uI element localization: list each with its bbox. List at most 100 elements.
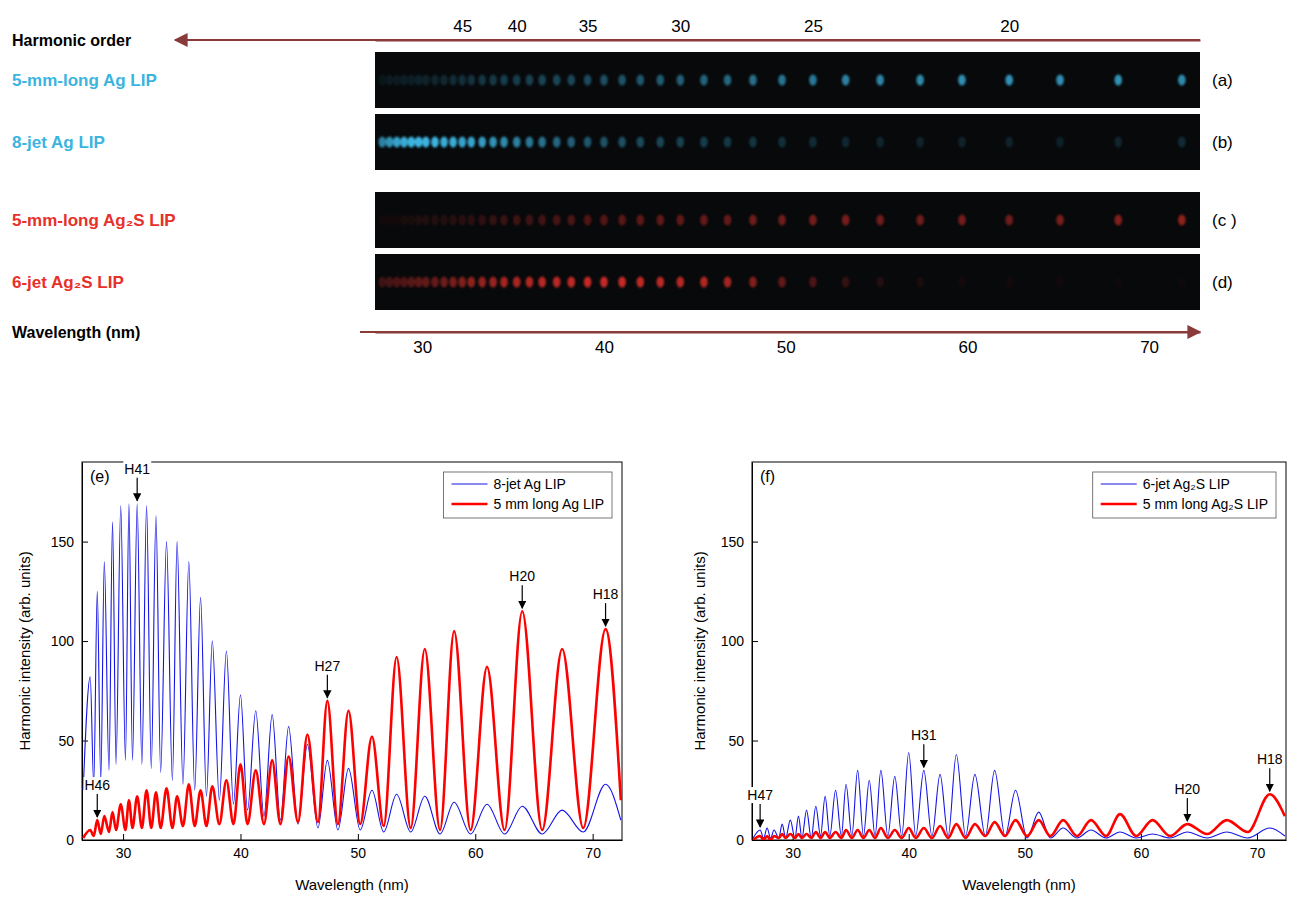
harmonic-spot (1178, 276, 1186, 287)
harmonic-spot (724, 214, 732, 225)
tick-label: 0 (66, 832, 74, 848)
harmonic-spot (876, 214, 884, 225)
tick: 70 (1250, 834, 1266, 861)
tick-mark (593, 834, 594, 840)
tick-label: 30 (671, 17, 690, 36)
harmonic-spot (958, 276, 966, 287)
tick: 45 (453, 17, 472, 40)
harmonic-spot (526, 74, 534, 85)
strip-background (375, 254, 1200, 310)
harmonic-spot (553, 214, 561, 225)
harmonic-spot (567, 136, 575, 147)
tick: 50 (777, 332, 796, 357)
harmonic-spot (386, 74, 394, 85)
harmonic-spot (526, 214, 534, 225)
harmonic-spot (637, 276, 645, 287)
annotation: H31 (911, 727, 937, 743)
harmonic-spot (700, 74, 708, 85)
harmonic-spot (600, 276, 608, 287)
tick: 30 (671, 17, 690, 40)
harmonic-spot (656, 276, 664, 287)
harmonic-spot (1114, 74, 1122, 85)
tick-label: 25 (804, 17, 823, 36)
x-axis: 3040506070 (83, 834, 623, 861)
harmonic-spot (1178, 74, 1186, 85)
harmonic-spot (842, 214, 850, 225)
tick-mark (475, 834, 476, 840)
harmonic-spot (449, 214, 457, 225)
panel-title: (f) (760, 468, 775, 485)
tick-mark (752, 840, 758, 841)
harmonic-spot (656, 74, 664, 85)
harmonic-spot (478, 74, 486, 85)
harmonic-spot (916, 276, 924, 287)
harmonic-spot (538, 136, 546, 147)
harmonic-spot (478, 136, 486, 147)
legend-box (1093, 472, 1276, 518)
harmonic-spot (500, 136, 508, 147)
series-line (83, 611, 621, 838)
order-arrow (175, 39, 1200, 41)
strip-background (375, 192, 1200, 248)
annotation-background (1256, 751, 1284, 767)
harmonic-spot (440, 136, 448, 147)
harmonic-spot (749, 74, 757, 85)
x-axis-title: Wavelength (nm) (295, 876, 409, 893)
harmonic-spot (1114, 276, 1122, 287)
harmonic-spot (1056, 214, 1064, 225)
tick-mark (82, 641, 88, 642)
annotation-background (910, 727, 938, 743)
legend: 8-jet Ag LIP5 mm long Ag LIP (443, 472, 612, 518)
legend-label: 6-jet Ag₂S LIP (1143, 476, 1230, 492)
annotation: H47 (747, 787, 773, 803)
tick: 60 (958, 332, 977, 357)
axis-title: Wavelength (nm) (12, 324, 140, 341)
harmonic-spot (386, 214, 394, 225)
strip-background (375, 114, 1200, 170)
top-axis: 454035302520 (376, 17, 1201, 41)
harmonic-spot (1005, 74, 1013, 85)
harmonic-spot (422, 214, 430, 225)
harmonic-spot (809, 74, 817, 85)
harmonic-spot (513, 214, 521, 225)
axis-line (752, 463, 753, 841)
harmonic-spot (526, 276, 534, 287)
harmonic-spot (916, 136, 924, 147)
spots (378, 136, 1185, 147)
series-line (83, 504, 621, 834)
tick: 50 (58, 733, 88, 749)
harmonic-spot (676, 214, 684, 225)
tick-label: 60 (468, 845, 484, 861)
harmonic-spot (538, 74, 546, 85)
tick-label: 100 (51, 633, 75, 649)
harmonic-spot (431, 214, 439, 225)
strip-label: 6-jet Ag₂S LIP (12, 273, 124, 292)
harmonic-spot (618, 276, 626, 287)
harmonic-spot (400, 214, 408, 225)
harmonic-spot (724, 136, 732, 147)
annotation-background (1173, 781, 1201, 797)
harmonic-spot (1056, 136, 1064, 147)
tick-mark (1257, 834, 1258, 840)
annotation: H46 (84, 777, 110, 793)
harmonic-spot (1005, 136, 1013, 147)
tick-mark (752, 641, 758, 642)
harmonic-spot (600, 214, 608, 225)
harmonic-spot (958, 136, 966, 147)
harmonic-spot (1114, 214, 1122, 225)
figure: 5-mm-long Ag LIP(a)8-jet Ag LIP(b)5-mm-l… (0, 0, 1301, 908)
harmonic-spot (489, 214, 497, 225)
legend-swatch (1101, 503, 1137, 506)
legend-label: 5 mm long Ag LIP (493, 496, 604, 512)
harmonic-spot (449, 74, 457, 85)
tick-mark (82, 542, 88, 543)
annotation-arrow (137, 478, 138, 501)
spots (378, 74, 1185, 85)
tick-mark (358, 834, 359, 840)
harmonic-spot (431, 276, 439, 287)
harmonic-spot (618, 214, 626, 225)
harmonic-spot (842, 74, 850, 85)
harmonic-spot (489, 276, 497, 287)
legend-swatch (1101, 483, 1137, 484)
annotation-background (123, 461, 151, 477)
